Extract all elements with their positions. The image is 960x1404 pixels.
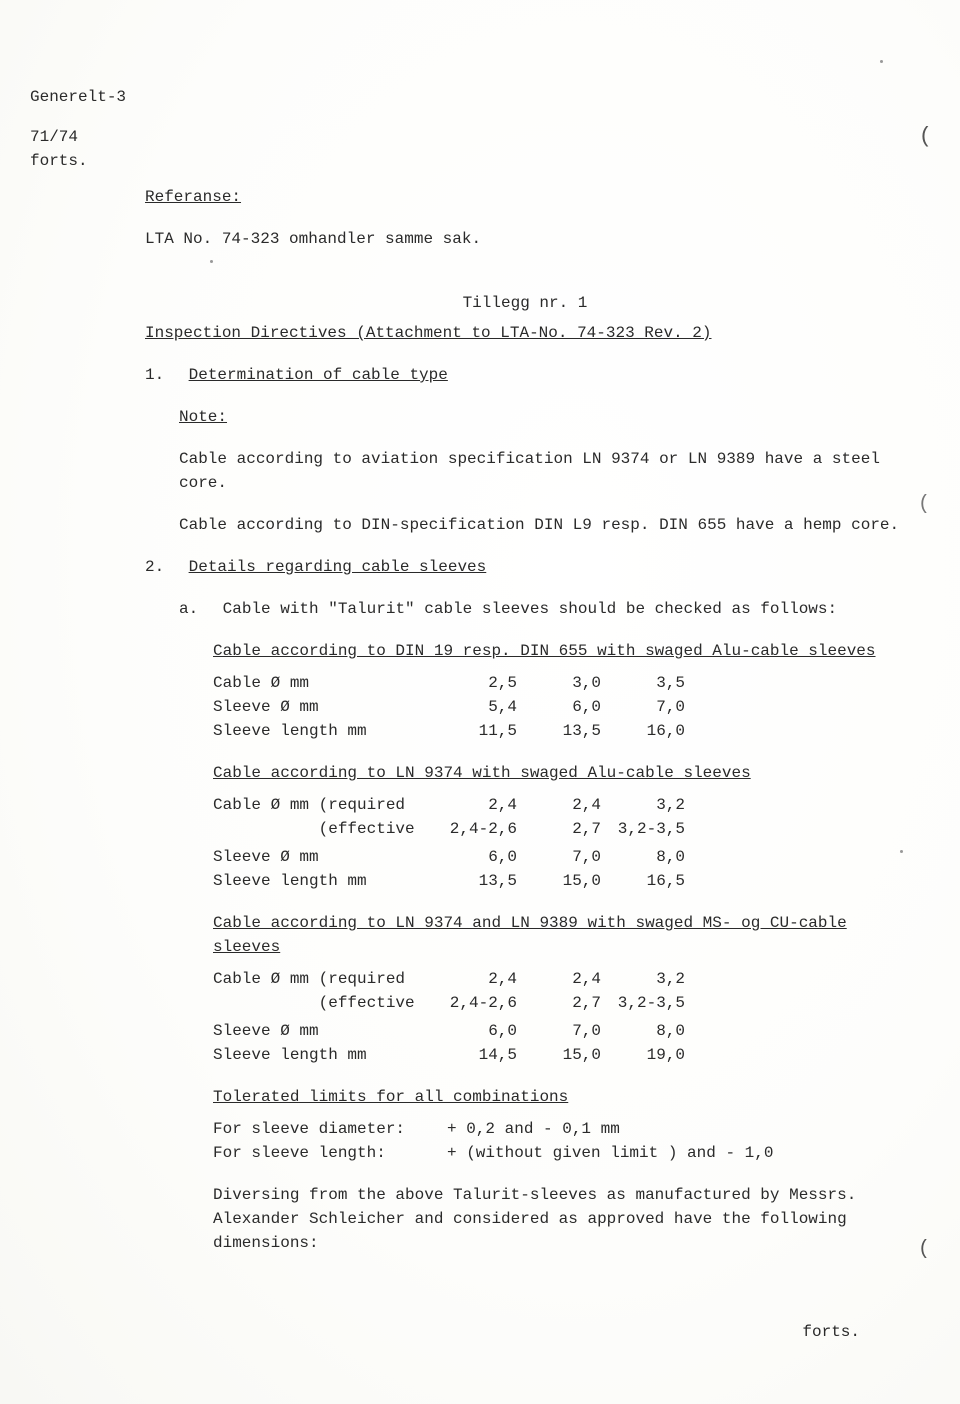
cell: 16,0 <box>615 719 699 743</box>
reference-heading: Referanse: <box>145 185 905 209</box>
cell: 2,4 <box>447 793 531 817</box>
cell: 7,0 <box>615 695 699 719</box>
continued-label: forts. <box>802 1320 860 1344</box>
table-row: Cable Ø mm (required 2,4 2,4 3,2 <box>213 793 699 817</box>
cell: 2,4-2,6 <box>447 991 531 1015</box>
tolerance-table: For sleeve diameter: + 0,2 and - 0,1 mm … <box>213 1117 787 1165</box>
paragraph: Cable according to aviation specificatio… <box>179 447 905 495</box>
cell: 3,2-3,5 <box>615 991 699 1015</box>
cell: 7,0 <box>531 1019 615 1043</box>
cell: 8,0 <box>615 845 699 869</box>
cell: 3,2-3,5 <box>615 817 699 841</box>
cell: 2,4-2,6 <box>447 817 531 841</box>
cell: 15,0 <box>531 869 615 893</box>
table-row: Sleeve Ø mm 5,4 6,0 7,0 <box>213 695 699 719</box>
cell: 6,0 <box>447 845 531 869</box>
row-label: Sleeve length mm <box>213 869 447 893</box>
cell: 3,2 <box>615 967 699 991</box>
paren-mark-icon: ( <box>918 1235 930 1265</box>
table-row: Sleeve Ø mm 6,0 7,0 8,0 <box>213 1019 699 1043</box>
cable-table-ln-ms-cu: Cable Ø mm (required 2,4 2,4 3,2 (effect… <box>213 967 699 1067</box>
row-label: Sleeve length mm <box>213 1043 447 1067</box>
cell: 19,0 <box>615 1043 699 1067</box>
cable-table-din: Cable Ø mm 2,5 3,0 3,5 Sleeve Ø mm 5,4 6… <box>213 671 699 743</box>
table-row: Cable Ø mm (required 2,4 2,4 3,2 <box>213 967 699 991</box>
cell: 2,4 <box>447 967 531 991</box>
cell: 13,5 <box>531 719 615 743</box>
row-label: (effective <box>213 991 447 1015</box>
directive-title: Inspection Directives (Attachment to LTA… <box>145 321 905 345</box>
table-row: For sleeve length: + (without given limi… <box>213 1141 787 1165</box>
table-title: Cable according to LN 9374 and LN 9389 w… <box>213 911 905 959</box>
table-row: Sleeve length mm 11,5 13,5 16,0 <box>213 719 699 743</box>
subsection-text: Cable with "Talurit" cable sleeves shoul… <box>223 597 838 621</box>
table-row: Cable Ø mm 2,5 3,0 3,5 <box>213 671 699 695</box>
row-label: Cable Ø mm <box>213 671 447 695</box>
row-label: Sleeve Ø mm <box>213 1019 447 1043</box>
cell: 2,7 <box>531 817 615 841</box>
cable-table-ln9374-alu: Cable Ø mm (required 2,4 2,4 3,2 (effect… <box>213 793 699 893</box>
table-row: Sleeve length mm 13,5 15,0 16,5 <box>213 869 699 893</box>
reference-text: LTA No. 74-323 omhandler samme sak. <box>145 227 905 251</box>
cell: 2,7 <box>531 991 615 1015</box>
paren-mark-icon: ( <box>919 120 932 153</box>
cell: 13,5 <box>447 869 531 893</box>
section-number: 1. <box>145 363 179 387</box>
cell: 14,5 <box>447 1043 531 1067</box>
closing-paragraph: Diversing from the above Talurit-sleeves… <box>213 1183 905 1255</box>
table-title: Cable according to LN 9374 with swaged A… <box>213 761 905 785</box>
row-label: For sleeve diameter: <box>213 1117 447 1141</box>
section-number: 2. <box>145 555 179 579</box>
table-title: Cable according to DIN 19 resp. DIN 655 … <box>213 639 905 663</box>
cell: 8,0 <box>615 1019 699 1043</box>
section-title: Determination of cable type <box>189 363 448 387</box>
cell: 16,5 <box>615 869 699 893</box>
subsection-label: a. <box>179 597 213 621</box>
page-ref: 71/74 <box>30 125 126 149</box>
row-label: Sleeve length mm <box>213 719 447 743</box>
cell: + 0,2 and - 0,1 mm <box>447 1117 787 1141</box>
cell: 6,0 <box>447 1019 531 1043</box>
row-label: (effective <box>213 817 447 841</box>
table-row: (effective 2,4-2,6 2,7 3,2-3,5 <box>213 817 699 841</box>
cell: 6,0 <box>531 695 615 719</box>
cell: 5,4 <box>447 695 531 719</box>
note-label: Note: <box>179 408 227 426</box>
header-block: Generelt-3 71/74 forts. <box>30 85 126 173</box>
cell: + (without given limit ) and - 1,0 <box>447 1141 787 1165</box>
page-cont: forts. <box>30 149 126 173</box>
tolerance-title: Tolerated limits for all combinations <box>213 1085 905 1109</box>
table-row: Sleeve length mm 14,5 15,0 19,0 <box>213 1043 699 1067</box>
table-row: Sleeve Ø mm 6,0 7,0 8,0 <box>213 845 699 869</box>
row-label: Cable Ø mm (required <box>213 793 447 817</box>
cell: 3,5 <box>615 671 699 695</box>
table-row: For sleeve diameter: + 0,2 and - 0,1 mm <box>213 1117 787 1141</box>
cell: 2,5 <box>447 671 531 695</box>
doc-id: Generelt-3 <box>30 85 126 109</box>
row-label: For sleeve length: <box>213 1141 447 1165</box>
tillegg-title: Tillegg nr. 1 <box>145 291 905 315</box>
cell: 3,2 <box>615 793 699 817</box>
table-row: (effective 2,4-2,6 2,7 3,2-3,5 <box>213 991 699 1015</box>
cell: 7,0 <box>531 845 615 869</box>
row-label: Sleeve Ø mm <box>213 845 447 869</box>
paragraph: Cable according to DIN-specification DIN… <box>179 513 905 537</box>
cell: 15,0 <box>531 1043 615 1067</box>
paren-mark-icon: ( <box>918 490 930 520</box>
cell: 11,5 <box>447 719 531 743</box>
cell: 2,4 <box>531 793 615 817</box>
cell: 3,0 <box>531 671 615 695</box>
cell: 2,4 <box>531 967 615 991</box>
row-label: Cable Ø mm (required <box>213 967 447 991</box>
section-title: Details regarding cable sleeves <box>189 555 487 579</box>
row-label: Sleeve Ø mm <box>213 695 447 719</box>
